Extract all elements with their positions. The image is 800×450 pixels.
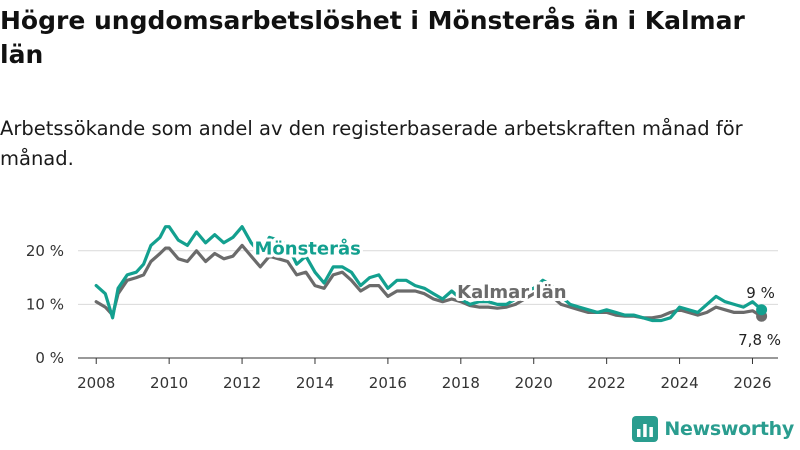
x-tick-label: 2010	[150, 374, 188, 392]
x-tick-label: 2026	[733, 374, 771, 392]
end-label-monsteras: 9 %	[746, 284, 775, 302]
x-tick-label: 2008	[77, 374, 115, 392]
series-label-monsteras: Mönsterås	[255, 238, 361, 260]
chart-title: Högre ungdomsarbetslöshet i Mönsterås än…	[0, 6, 745, 69]
x-tick-label: 2020	[515, 374, 553, 392]
end-point-monsteras	[756, 304, 768, 316]
y-tick-label: 20 %	[26, 242, 64, 260]
series-label-halo: Kalmar län	[457, 282, 566, 303]
x-tick-label: 2018	[442, 374, 480, 392]
x-tick-label: 2016	[369, 374, 407, 392]
series-line-kalmar	[94, 243, 764, 320]
y-tick-label: 0 %	[35, 349, 64, 367]
series-lines	[94, 225, 768, 323]
y-tick-label: 10 %	[26, 295, 64, 313]
chart-subtitle: Arbetssökande som andel av den registerb…	[0, 117, 743, 170]
x-axis: 2008 2010 2012 2014 2016 2018 2020 2022 2024 2026	[77, 357, 778, 392]
end-label-kalmar: 7,8 %	[738, 331, 781, 349]
series-label-halo: Mönsterås	[255, 238, 361, 260]
x-tick-label: 2014	[296, 374, 334, 392]
x-tick-label: 2022	[588, 374, 626, 392]
brand-name: Newsworthy	[664, 418, 794, 440]
newsworthy-brand[interactable]: Newsworthy	[632, 414, 794, 444]
series-label-kalmar: Kalmar län	[457, 282, 566, 303]
series-line-monsteras	[94, 225, 764, 323]
x-tick-label: 2024	[660, 374, 698, 392]
y-axis: 0 % 10 % 20 %	[26, 242, 64, 367]
bar-chart-logo-icon	[632, 416, 659, 442]
x-tick-label: 2012	[223, 374, 261, 392]
